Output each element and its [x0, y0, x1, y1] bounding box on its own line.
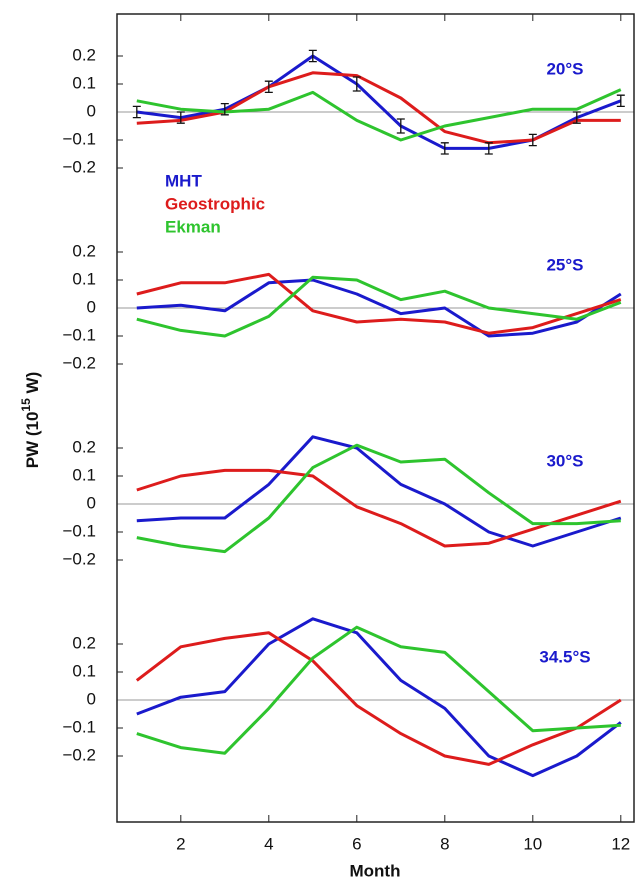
y-label-unit: W): [23, 372, 42, 398]
y-tick-label: −0.2: [62, 549, 96, 568]
x-tick-label: 10: [523, 834, 542, 853]
y-tick-label: 0: [87, 101, 96, 120]
error-bar: [132, 105, 141, 119]
panel-label: 20°S: [546, 59, 583, 78]
y-tick-label: 0: [87, 689, 96, 708]
series-line: [136, 435, 622, 548]
series-line: [136, 71, 621, 145]
y-axis-label: PW (1015 W): [19, 372, 42, 468]
y-tick-label: 0.1: [72, 465, 96, 484]
error-bar: [308, 49, 317, 63]
y-tick-label: 0.2: [72, 241, 96, 260]
x-tick-label: 2: [176, 834, 185, 853]
error-bar: [484, 142, 493, 155]
y-tick-label: −0.2: [62, 745, 96, 764]
y-tick-label: −0.1: [62, 717, 96, 736]
x-tick-label: 8: [440, 834, 449, 853]
y-label-text: PW (10: [23, 412, 42, 469]
error-bar: [616, 94, 625, 108]
series-line: [136, 275, 622, 338]
y-tick-label: −0.2: [62, 353, 96, 372]
y-tick-label: −0.2: [62, 157, 96, 176]
series-line: [135, 631, 622, 766]
panel-label: 30°S: [546, 451, 583, 470]
x-tick-label: 12: [611, 834, 630, 853]
x-tick-label: 4: [264, 834, 273, 853]
series-line: [136, 272, 622, 335]
series-line: [136, 625, 621, 755]
y-tick-label: −0.1: [62, 325, 96, 344]
error-bar: [396, 118, 405, 134]
series-line: [136, 88, 622, 142]
series-line: [136, 443, 621, 554]
plot-frame: [116, 13, 635, 823]
series-line: [136, 468, 622, 548]
error-bar: [440, 142, 449, 155]
y-tick-label: −0.1: [62, 129, 96, 148]
y-tick-label: 0.2: [72, 437, 96, 456]
panel-label: 34.5°S: [539, 647, 590, 666]
y-tick-label: 0.2: [72, 633, 96, 652]
y-tick-label: 0.2: [72, 45, 96, 64]
y-tick-label: 0.1: [72, 269, 96, 288]
legend-entry: Geostrophic: [165, 194, 265, 213]
y-label-exponent: 15: [19, 398, 33, 412]
error-bar: [176, 111, 185, 124]
y-tick-label: 0.1: [72, 661, 96, 680]
series-line: [136, 617, 622, 778]
legend-entry: Ekman: [165, 217, 221, 236]
legend-entry: MHT: [165, 171, 202, 190]
error-bar: [572, 111, 581, 124]
x-axis-label: Month: [350, 861, 401, 880]
error-bar: [528, 133, 537, 147]
y-tick-label: 0: [87, 297, 96, 316]
y-tick-label: 0.1: [72, 73, 96, 92]
error-bar: [220, 102, 229, 116]
error-bar: [264, 80, 273, 94]
panel-label: 25°S: [546, 255, 583, 274]
series-line: [136, 278, 622, 338]
y-tick-label: 0: [87, 493, 96, 512]
error-bar: [352, 76, 361, 92]
y-tick-label: −0.1: [62, 521, 96, 540]
x-tick-label: 6: [352, 834, 361, 853]
